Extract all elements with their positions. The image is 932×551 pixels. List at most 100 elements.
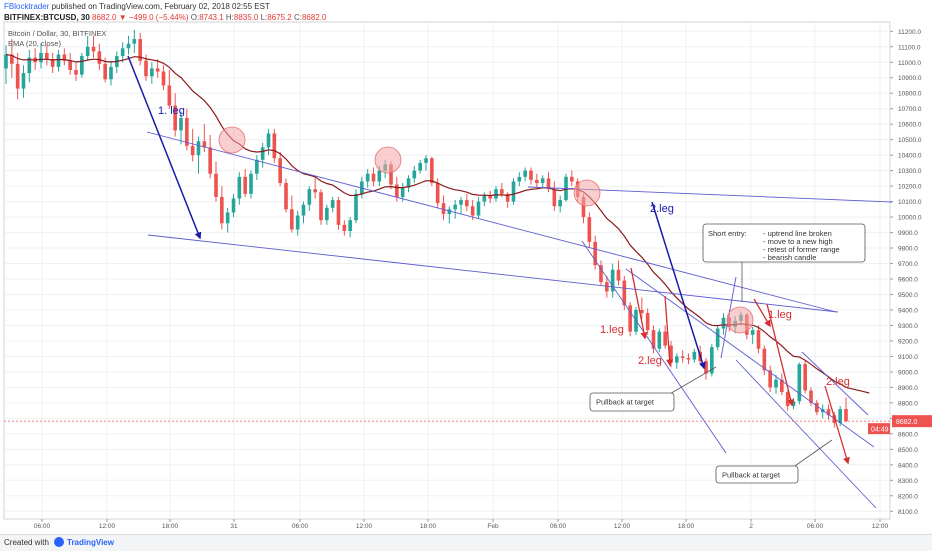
highlight-circle — [218, 126, 246, 154]
blue-arrow — [651, 201, 706, 370]
candle-body — [640, 309, 644, 314]
candle-body — [243, 176, 247, 194]
trend-line — [625, 268, 875, 448]
candle-body — [692, 351, 697, 360]
candle-body — [56, 54, 61, 67]
x-tick-label: 18:00 — [420, 523, 437, 530]
candle-body — [4, 54, 8, 69]
x-tick-label: 31 — [230, 523, 238, 530]
last-price-tag — [892, 415, 932, 428]
candle-body — [231, 198, 236, 213]
price-chart[interactable]: 8100.08200.08300.08400.08500.08600.08700… — [0, 0, 932, 534]
candle-body — [424, 158, 428, 163]
candle-body — [377, 170, 382, 182]
x-tick-label: 12:00 — [99, 523, 116, 530]
plot-frame — [3, 21, 891, 520]
candle-body — [330, 200, 335, 208]
candle-body — [494, 189, 498, 199]
candle-body — [307, 189, 312, 205]
candle-body — [208, 147, 212, 174]
x-tick-label: 18:00 — [162, 523, 179, 530]
leg-label: 1.leg — [600, 324, 624, 336]
candle-body — [278, 158, 282, 184]
candle-body — [301, 204, 306, 216]
trend-line — [801, 351, 869, 416]
candle-body — [803, 364, 807, 391]
candle-body — [179, 117, 183, 131]
y-tick-label: 11000.0 — [898, 60, 921, 67]
low-value: 8675.2 — [267, 13, 292, 22]
candle-body — [470, 206, 475, 216]
candle-body — [552, 189, 557, 207]
short-entry-point: - bearish candle — [763, 253, 816, 262]
candle-body — [202, 141, 207, 148]
low-label: L: — [260, 13, 268, 22]
leg-label: 2.leg — [826, 376, 850, 388]
candle-body — [418, 162, 422, 171]
candle-body — [663, 331, 667, 346]
y-tick-label: 8100.0 — [898, 509, 918, 516]
red-arrow — [766, 303, 795, 407]
candle-body — [704, 361, 708, 374]
candle-body — [447, 209, 452, 214]
candle-body — [68, 60, 72, 70]
x-tick-label: 06:00 — [807, 523, 824, 530]
open-value: 8743.1 — [199, 13, 224, 22]
x-tick-label: 18:00 — [678, 523, 695, 530]
y-tick-label: 10600.0 — [898, 122, 922, 129]
y-tick-label: 9600.0 — [898, 277, 918, 284]
ema-line — [5, 53, 870, 394]
candle-body — [185, 117, 189, 146]
candle-body — [10, 54, 14, 64]
y-tick-label: 8300.0 — [898, 478, 918, 485]
candle-body — [109, 66, 113, 80]
trend-line — [581, 240, 727, 454]
candle-body — [103, 63, 107, 80]
candle-body — [605, 282, 609, 292]
author-link[interactable]: FBlocktrader — [4, 2, 50, 11]
candle-body — [459, 200, 463, 205]
highlight-circle — [374, 146, 402, 174]
candle-body — [39, 52, 43, 63]
candle-body — [260, 147, 265, 160]
candle-body — [815, 402, 819, 413]
short-entry-callout — [702, 223, 866, 263]
pullback-pointer — [667, 366, 717, 396]
y-tick-label: 10800.0 — [898, 91, 922, 98]
trend-line — [147, 234, 839, 313]
pullback-label: Pullback at target — [722, 471, 781, 480]
candle-body — [756, 330, 761, 349]
footer-bar: Created with TradingView — [0, 534, 932, 551]
x-tick-label: 12:00 — [356, 523, 373, 530]
candle-body — [214, 173, 218, 197]
y-tick-label: 9900.0 — [898, 230, 918, 237]
candle-body — [587, 217, 592, 242]
trend-line — [146, 131, 837, 313]
candle-body — [599, 265, 603, 283]
candle-body — [400, 187, 405, 197]
y-tick-label: 9100.0 — [898, 354, 918, 361]
candle-body — [505, 193, 510, 202]
highlight-circle — [726, 306, 754, 334]
indicator-legend[interactable]: EMA (20, close) — [8, 39, 61, 48]
pullback-callout — [589, 392, 675, 412]
candle-body — [120, 48, 125, 57]
y-tick-label: 9800.0 — [898, 246, 918, 253]
candle-body — [570, 176, 574, 182]
candle-body — [797, 364, 802, 402]
open-label: O: — [190, 13, 200, 22]
short-entry-point: - retest of former range — [763, 245, 840, 254]
leg-label: 2.leg — [650, 203, 674, 215]
y-tick-label: 10500.0 — [898, 137, 922, 144]
short-entry-point: - uptrend line broken — [763, 229, 832, 238]
tradingview-logo-icon[interactable] — [54, 537, 64, 547]
candle-body — [616, 269, 621, 281]
series-legend[interactable]: Bitcoin / Dollar, 30, BITFINEX — [8, 29, 107, 38]
candle-body — [132, 39, 137, 44]
leg-label: 2.leg — [638, 355, 662, 367]
candle-body — [838, 409, 842, 424]
candle-body — [50, 59, 55, 67]
candle-body — [161, 71, 166, 86]
tradingview-brand[interactable]: TradingView — [67, 538, 114, 547]
